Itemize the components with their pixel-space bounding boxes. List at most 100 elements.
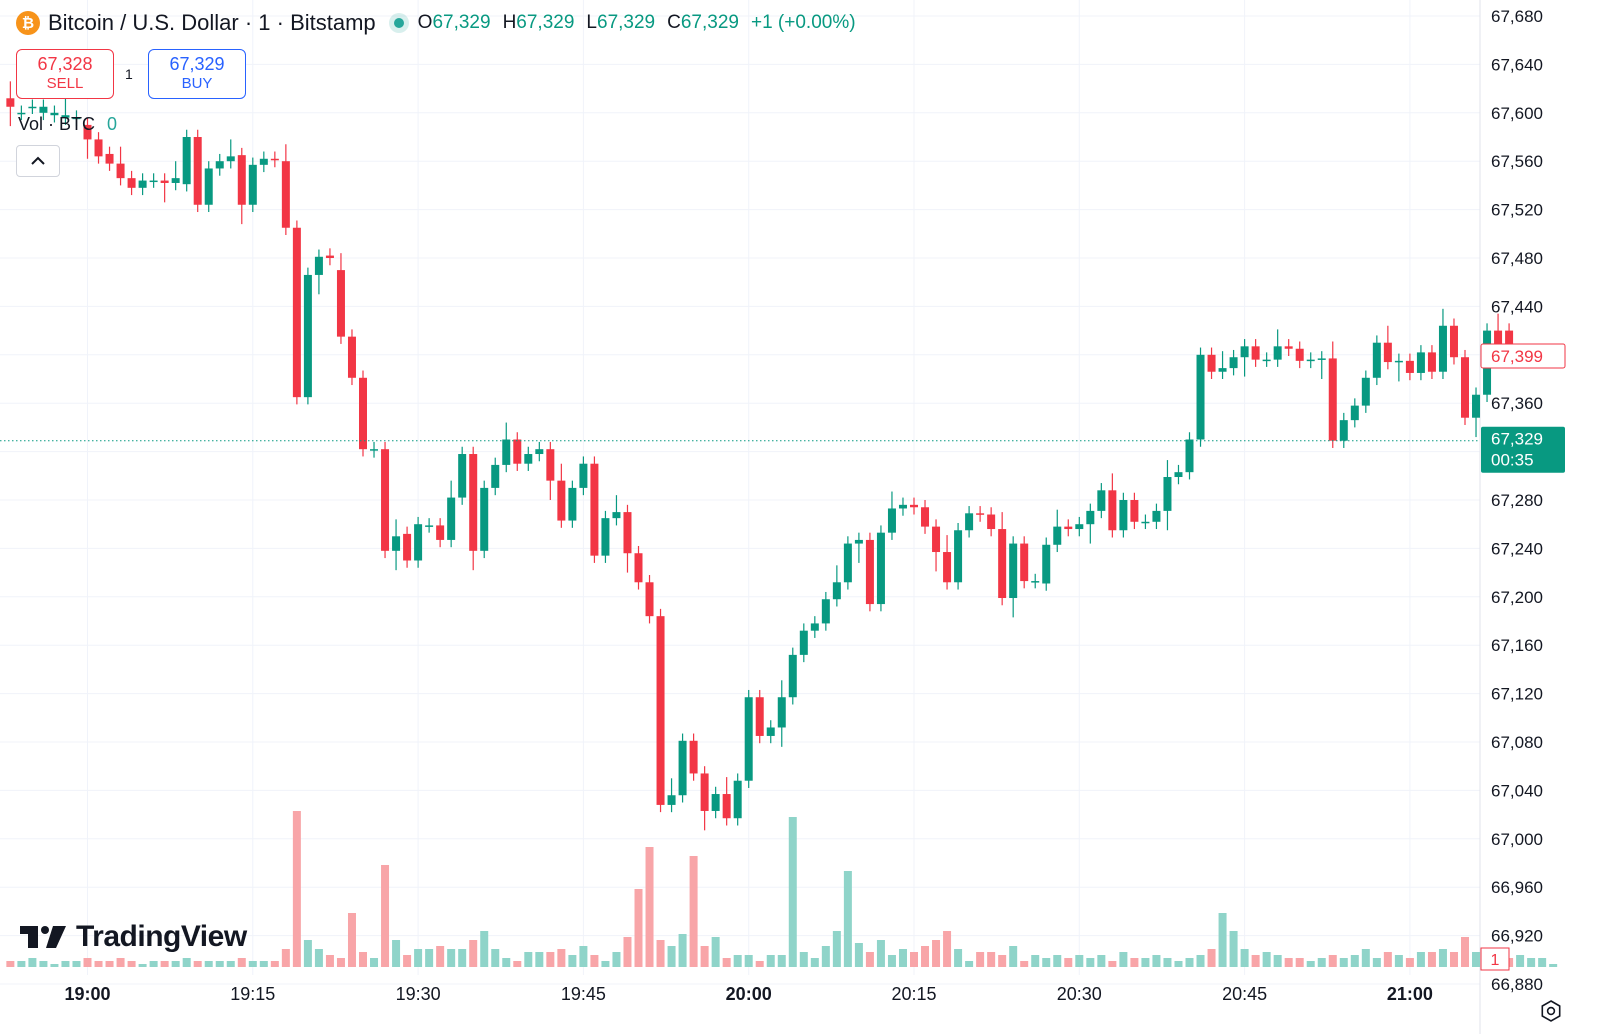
candle-body (28, 106, 37, 109)
candle-body (1328, 358, 1337, 441)
tradingview-logo[interactable]: TradingView (20, 920, 247, 954)
volume-bar (469, 940, 478, 967)
candle-body (50, 112, 59, 116)
volume-bar (182, 958, 191, 967)
candle-body (1273, 346, 1282, 360)
price-tick-label: 67,240 (1491, 539, 1543, 558)
price-axis: 67,680 67,640 67,600 67,560 67,520 67,480 67,4… (1491, 7, 1543, 994)
volume-bar (1064, 958, 1073, 967)
candle-body (921, 507, 930, 527)
candle-body (612, 512, 621, 519)
candle-body (381, 449, 390, 551)
time-tick-label: 19:45 (561, 984, 606, 1004)
price-tick-label: 67,600 (1491, 104, 1543, 123)
volume-bar (193, 961, 202, 967)
volume-bar (722, 958, 731, 967)
candle-body (1020, 543, 1029, 582)
volume-bar (1472, 952, 1481, 967)
volume-value: 0 (107, 114, 118, 134)
candle-body (325, 255, 334, 258)
price-tick-label: 67,280 (1491, 491, 1543, 510)
last-price-label: 67,329 (1491, 430, 1543, 449)
volume-bar (1449, 952, 1458, 967)
ohlc-high-key: H (502, 12, 517, 33)
settings-icon[interactable] (1540, 1000, 1562, 1022)
candle-body (1119, 500, 1128, 531)
volume-bar (1020, 961, 1029, 967)
ohlc-open: 67,329 (432, 12, 491, 33)
candle-body (998, 529, 1007, 599)
candle-body (623, 512, 632, 554)
candle-body (336, 270, 345, 337)
volume-bar (1416, 952, 1425, 967)
volume-bar (943, 931, 952, 967)
buy-button[interactable]: 67,329 BUY (148, 49, 246, 99)
volume-bar (1383, 952, 1392, 967)
volume-bar (1262, 952, 1271, 967)
volume-bar (865, 952, 874, 967)
volume-bar (1218, 913, 1227, 967)
volume-bar (612, 952, 621, 967)
sell-button[interactable]: 67,328 SELL (16, 49, 114, 99)
buy-label: BUY (181, 75, 213, 92)
market-status-icon (393, 18, 404, 28)
volume-bar (1317, 958, 1326, 967)
volume-bar (1130, 958, 1139, 967)
volume-bar (325, 955, 334, 967)
chevron-up-icon (31, 156, 45, 165)
volume-bar (634, 889, 643, 967)
candle-body (182, 137, 191, 185)
volume-legend[interactable]: Vol · BTC 0 (18, 114, 117, 135)
volume-bar (1549, 964, 1558, 967)
volume-bar (50, 964, 59, 967)
price-tick-label: 67,440 (1491, 297, 1543, 316)
volume-bar (1427, 952, 1436, 967)
volume-bar (700, 946, 709, 967)
candle-body (138, 180, 147, 188)
candle-body (237, 155, 246, 205)
candle-body (965, 513, 974, 531)
symbol-title[interactable]: Bitcoin / U.S. Dollar · 1 · Bitstamp (48, 10, 376, 35)
price-tick-label: 67,640 (1491, 55, 1543, 74)
volume-bar (1174, 961, 1183, 967)
volume-bar (160, 961, 169, 967)
volume-bar (1273, 955, 1282, 967)
candle-body (601, 518, 610, 556)
volume-bar (1394, 955, 1403, 967)
volume-bar (314, 949, 323, 967)
candle-body (480, 487, 489, 551)
volume-bar (777, 955, 786, 967)
marker-price-box (1480, 343, 1566, 369)
candle-body (832, 582, 841, 600)
volume-bar (270, 961, 279, 967)
volume-bar (744, 955, 753, 967)
volume-bar (491, 949, 500, 967)
volume-bar (447, 949, 456, 967)
volume-bar (645, 847, 654, 967)
candle-body (1064, 526, 1073, 530)
order-quantity[interactable]: 1 (125, 66, 133, 82)
candle-body (347, 336, 356, 378)
volume-bar (215, 961, 224, 967)
candle-body (1207, 354, 1216, 372)
collapse-legend-button[interactable] (16, 145, 60, 177)
volume-bar (1053, 955, 1062, 967)
candle-body (436, 525, 445, 540)
volume-bar (535, 952, 544, 967)
volume-bar (1031, 955, 1040, 967)
candle-body (1174, 472, 1183, 478)
candle-body (193, 137, 202, 205)
candles (6, 81, 1514, 831)
volume-bar (1185, 958, 1194, 967)
volume-bar (678, 934, 687, 967)
candle-body (1185, 439, 1194, 473)
candle-body (1031, 581, 1040, 583)
volume-bar (854, 943, 863, 967)
candle-body (1295, 348, 1304, 361)
price-labels: 67,399 67,329 00:35 1 (1480, 343, 1566, 971)
candle-body (1339, 420, 1348, 441)
candle-body (700, 773, 709, 811)
volume-bar (921, 946, 930, 967)
volume-bar (1438, 949, 1447, 967)
